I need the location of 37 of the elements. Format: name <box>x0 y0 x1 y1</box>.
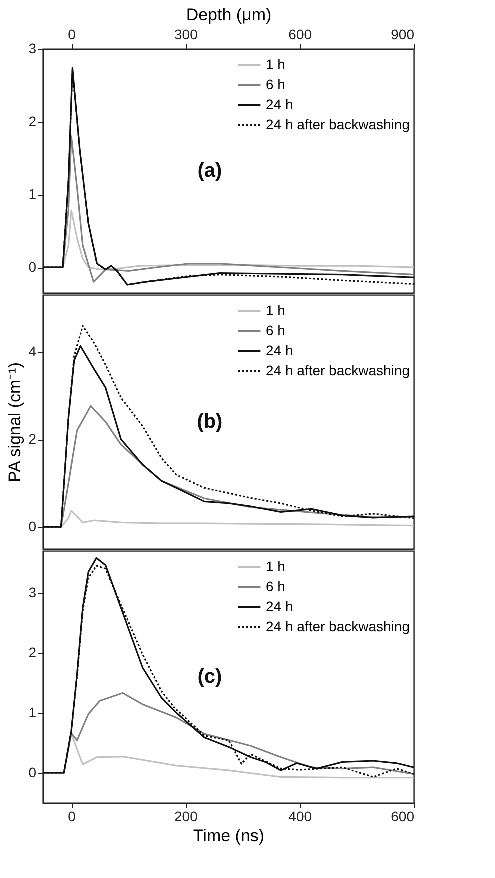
x-tick-label: 400 <box>288 808 312 824</box>
y-tick-label: 3 <box>28 40 37 56</box>
legend-label: 6 h <box>266 578 286 594</box>
y-tick-label: 0 <box>28 259 37 276</box>
y-tick-label: 0 <box>28 764 37 780</box>
legend-label: 24 h <box>266 598 294 614</box>
legend-label: 24 h after backwashing <box>266 618 410 634</box>
y-tick-label: 2 <box>28 644 37 660</box>
x2-tick-label: 300 <box>174 26 198 42</box>
annotation: (b) <box>197 411 223 433</box>
legend-label: 1 h <box>266 558 286 574</box>
annotation: (c) <box>198 666 222 688</box>
x2-axis-title: Depth (μm) <box>186 6 272 24</box>
y-axis-title: PA signal (cm⁻¹) <box>6 362 25 482</box>
x-axis-title: Time (ns) <box>193 826 265 846</box>
legend-label: 6 h <box>266 76 286 92</box>
x-tick-label: 600 <box>391 808 415 824</box>
y-tick-label: 2 <box>28 431 37 448</box>
x-tick-label: 200 <box>174 808 198 824</box>
y-tick-label: 2 <box>28 113 37 130</box>
legend-label: 24 h after backwashing <box>266 362 410 378</box>
x2-tick-label: 600 <box>288 26 312 42</box>
y-tick-label: 1 <box>28 186 37 202</box>
x-tick-label: 0 <box>68 808 76 824</box>
x2-tick-label: 0 <box>68 26 76 42</box>
y-tick-label: 3 <box>28 584 37 600</box>
y-tick-label: 4 <box>28 343 37 360</box>
y-tick-label: 0 <box>28 518 37 535</box>
legend-label: 24 h <box>266 96 294 112</box>
legend-label: 1 h <box>266 56 286 72</box>
legend-label: 1 h <box>266 302 286 318</box>
y-tick-label: 1 <box>28 704 37 720</box>
legend-label: 24 h after backwashing <box>266 116 410 132</box>
x2-tick-label: 900 <box>391 26 415 42</box>
legend-label: 24 h <box>266 342 294 358</box>
legend-label: 6 h <box>266 322 286 338</box>
annotation: (a) <box>198 160 222 182</box>
